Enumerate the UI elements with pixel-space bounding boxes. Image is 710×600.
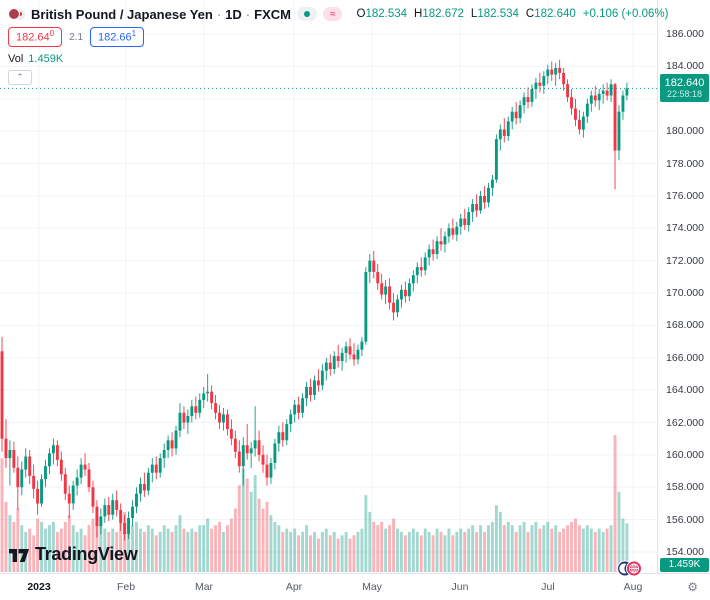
separator: · (245, 6, 251, 22)
price-tick: 172.000 (666, 254, 704, 267)
ohlc-readout: O182.534 H182.672 L182.534 C182.640 (356, 8, 582, 20)
time-tick-mar: Mar (194, 581, 214, 593)
price-tick: 160.000 (666, 448, 704, 461)
price-tick: 178.000 (666, 157, 704, 170)
notifications-wave-button[interactable]: ≈ (322, 7, 343, 21)
tradingview-watermark[interactable]: TradingView (8, 544, 138, 565)
price-tick: 174.000 (666, 222, 704, 235)
last-price-value: 182.640 (664, 77, 705, 90)
chart-canvas[interactable] (0, 0, 657, 572)
price-tick: 184.000 (666, 60, 704, 73)
price-tick: 170.000 (666, 287, 704, 299)
sell-button[interactable]: 182.640 (8, 27, 63, 47)
symbol-title[interactable]: British Pound / Japanese Yen (31, 6, 213, 22)
ohlc-o: O182.534 (356, 8, 408, 20)
interval-button[interactable]: 1D (225, 6, 242, 22)
symbol-pair-icon (8, 7, 26, 21)
buy-button[interactable]: 182.661 (90, 27, 145, 47)
time-tick-jun: Jun (451, 581, 469, 593)
time-tick-aug: Aug (623, 581, 643, 593)
time-tick-apr: Apr (285, 581, 303, 593)
volume-label: Vol (8, 53, 24, 65)
tradingview-logo-icon (9, 548, 29, 562)
price-tick: 164.000 (666, 384, 704, 397)
ohlc-l: L182.534 (470, 8, 519, 20)
price-tick: 158.000 (666, 481, 704, 494)
last-price-label: 182.640 22:58:18 (660, 74, 709, 103)
watermark-text: TradingView (35, 544, 138, 564)
price-tick: 176.000 (666, 189, 704, 202)
price-tick: 186.000 (666, 28, 704, 40)
price-tick: 168.000 (666, 319, 704, 332)
price-tick: 162.000 (666, 416, 704, 429)
chart-legend: British Pound / Japanese Yen · 1D · FXCM… (8, 5, 668, 85)
collapse-pane-button[interactable]: ⌃ (8, 70, 32, 85)
candlestick-chart (0, 0, 657, 572)
separator: · (216, 6, 222, 22)
price-tick: 166.000 (666, 351, 704, 364)
change-value: +0.106 (+0.06%) (582, 8, 669, 20)
price-tick: 180.000 (666, 125, 704, 138)
price-tick: 154.000 (666, 546, 704, 558)
ohlc-h: H182.672 (414, 8, 464, 20)
gear-icon[interactable]: ⚙ (687, 580, 698, 594)
price-axis[interactable]: 182.640 22:58:18 1.459K 186.000 184.000 18… (657, 0, 710, 573)
volume-readout: Vol 1.459K (8, 53, 668, 65)
time-tick-feb: Feb (116, 581, 136, 593)
time-tick-2023: 2023 (27, 581, 51, 593)
time-axis[interactable]: ⚙ 2023 Feb Mar Apr May Jun Jul Aug (0, 573, 710, 600)
market-status-button[interactable] (296, 7, 317, 21)
time-tick-jul: Jul (541, 581, 555, 593)
ohlc-c: C182.640 (525, 8, 576, 20)
exchange-button[interactable]: FXCM (254, 6, 291, 22)
time-tick-may: May (362, 581, 382, 593)
volume-value: 1.459K (28, 53, 64, 65)
volume-axis-label: 1.459K (660, 558, 709, 572)
bar-countdown: 22:58:18 (666, 89, 703, 100)
price-tick: 156.000 (666, 513, 704, 526)
spread-value: 2.1 (69, 31, 84, 43)
market-open-dot-icon (303, 11, 310, 17)
events-badge-icon[interactable] (617, 559, 643, 578)
